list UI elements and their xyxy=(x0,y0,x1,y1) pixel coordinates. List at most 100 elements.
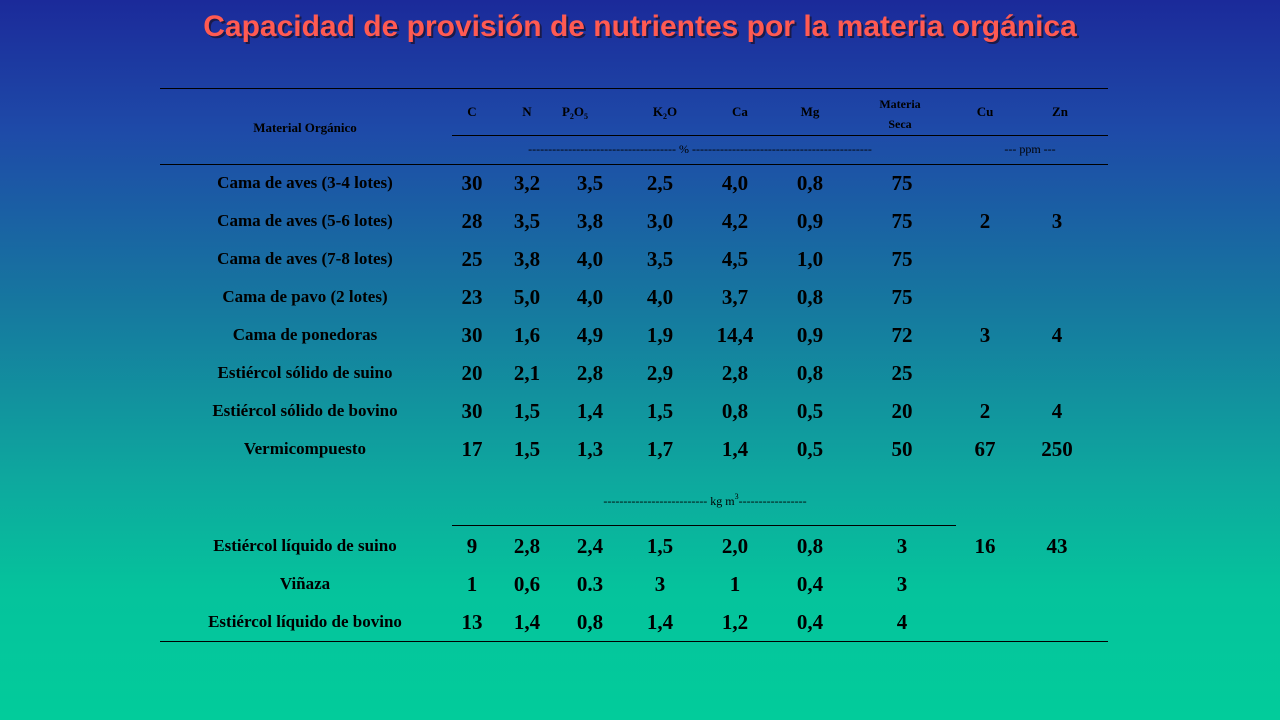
header-p2o5: P2O5 xyxy=(561,104,589,121)
row-value-c: 23 xyxy=(461,285,483,309)
header-n: N xyxy=(522,104,532,119)
row-value-ca: 3,7 xyxy=(721,285,749,309)
row-value-ca: 1,4 xyxy=(721,437,749,461)
row-value-ca: 4,0 xyxy=(721,171,749,195)
row-value-mg: 0,8 xyxy=(796,534,824,558)
percent-unit-label: ------------------------------------- % … xyxy=(528,142,872,156)
row-value-c: 30 xyxy=(461,171,483,195)
header-zn: Zn xyxy=(1052,104,1068,119)
row-value-ms: 25 xyxy=(891,361,913,385)
row-value-p: 1,4 xyxy=(576,399,604,423)
row-value-mg: 0,9 xyxy=(796,209,824,233)
row-material-name: Cama de aves (7-8 lotes) xyxy=(217,249,393,268)
row-value-zn: 4 xyxy=(1051,399,1063,423)
row-value-p: 0,8 xyxy=(576,610,604,634)
row-value-n: 1,4 xyxy=(513,610,541,634)
row-value-c: 30 xyxy=(461,323,483,347)
row-material-name: Estiércol sólido de suino xyxy=(217,363,393,382)
row-value-n: 5,0 xyxy=(513,285,541,309)
row-value-n: 2,1 xyxy=(513,361,541,385)
row-value-zn: 250 xyxy=(1041,437,1073,461)
row-value-p: 4,0 xyxy=(576,247,604,271)
row-value-n: 3,5 xyxy=(513,209,541,233)
row-value-ca: 14,4 xyxy=(716,323,754,347)
row-value-mg: 0,4 xyxy=(796,572,824,596)
page-title: Capacidad de provisión de nutrientes por… xyxy=(203,10,1077,43)
row-value-n: 1,5 xyxy=(513,437,541,461)
row-value-ca: 1 xyxy=(729,572,741,596)
row-value-mg: 0,9 xyxy=(796,323,824,347)
row-value-p: 0.3 xyxy=(576,572,604,596)
row-value-k: 3 xyxy=(654,572,666,596)
row-value-mg: 0,8 xyxy=(796,285,824,309)
row-value-mg: 1,0 xyxy=(796,247,824,271)
header-materia-seca: Materia Seca xyxy=(879,97,921,131)
row-value-c: 17 xyxy=(461,437,483,461)
row-value-k: 1,5 xyxy=(646,534,674,558)
row-value-ms: 75 xyxy=(891,285,913,309)
row-value-mg: 0,5 xyxy=(796,437,824,461)
row-value-c: 1 xyxy=(466,572,478,596)
row-value-c: 20 xyxy=(461,361,483,385)
row-material-name: Estiércol sólido de bovino xyxy=(212,401,398,420)
row-value-k: 2,9 xyxy=(646,361,674,385)
row-value-zn: 3 xyxy=(1051,209,1063,233)
header-mg: Mg xyxy=(800,104,820,119)
row-value-cu: 16 xyxy=(974,534,996,558)
row-value-n: 2,8 xyxy=(513,534,541,558)
row-value-n: 0,6 xyxy=(513,572,541,596)
row-value-n: 1,6 xyxy=(513,323,541,347)
header-material: Material Orgánico xyxy=(253,120,357,135)
row-value-k: 4,0 xyxy=(646,285,674,309)
row-material-name: Viñaza xyxy=(279,574,331,593)
row-value-p: 3,5 xyxy=(576,171,604,195)
header-inner-rule xyxy=(452,135,1108,136)
row-value-n: 3,2 xyxy=(513,171,541,195)
row-value-ms: 4 xyxy=(896,610,908,634)
row-value-cu: 67 xyxy=(974,437,996,461)
row-value-n: 1,5 xyxy=(513,399,541,423)
table-top-rule xyxy=(160,88,1108,89)
row-value-k: 1,5 xyxy=(646,399,674,423)
row-value-ca: 4,2 xyxy=(721,209,749,233)
row-value-zn: 4 xyxy=(1051,323,1063,347)
row-value-ca: 0,8 xyxy=(721,399,749,423)
row-value-mg: 0,8 xyxy=(796,361,824,385)
row-value-mg: 0,4 xyxy=(796,610,824,634)
row-value-ms: 50 xyxy=(891,437,913,461)
row-value-ca: 2,0 xyxy=(721,534,749,558)
row-value-ms: 72 xyxy=(891,323,913,347)
row-material-name: Cama de aves (5-6 lotes) xyxy=(217,211,393,230)
row-value-k: 1,7 xyxy=(646,437,674,461)
row-value-p: 3,8 xyxy=(576,209,604,233)
header-c: C xyxy=(467,104,477,119)
row-value-c: 28 xyxy=(461,209,483,233)
table-bottom-rule xyxy=(160,641,1108,642)
row-value-k: 3,0 xyxy=(646,209,674,233)
row-material-name: Estiércol líquido de bovino xyxy=(208,612,402,631)
row-value-p: 4,9 xyxy=(576,323,604,347)
row-value-ms: 3 xyxy=(896,534,908,558)
row-material-name: Cama de aves (3-4 lotes) xyxy=(217,173,393,192)
row-value-cu: 2 xyxy=(979,209,991,233)
row-value-p: 4,0 xyxy=(576,285,604,309)
row-value-ms: 20 xyxy=(891,399,913,423)
row-value-ca: 4,5 xyxy=(721,247,749,271)
row-material-name: Cama de pavo (2 lotes) xyxy=(222,287,388,306)
row-value-ms: 75 xyxy=(891,247,913,271)
header-ca: Ca xyxy=(732,104,748,119)
row-value-k: 1,9 xyxy=(646,323,674,347)
header-bottom-rule xyxy=(160,164,1108,165)
row-material-name: Vermicompuesto xyxy=(243,439,367,458)
ppm-unit-label: --- ppm --- xyxy=(1004,142,1056,156)
row-value-p: 1,3 xyxy=(576,437,604,461)
row-value-c: 9 xyxy=(466,534,478,558)
row-value-p: 2,4 xyxy=(576,534,604,558)
row-value-c: 13 xyxy=(461,610,483,634)
row-value-ms: 75 xyxy=(891,209,913,233)
row-value-ms: 75 xyxy=(891,171,913,195)
kg-unit-label: -------------------------- kg m3--------… xyxy=(603,492,807,508)
row-value-ms: 3 xyxy=(896,572,908,596)
row-value-k: 2,5 xyxy=(646,171,674,195)
row-value-k: 3,5 xyxy=(646,247,674,271)
